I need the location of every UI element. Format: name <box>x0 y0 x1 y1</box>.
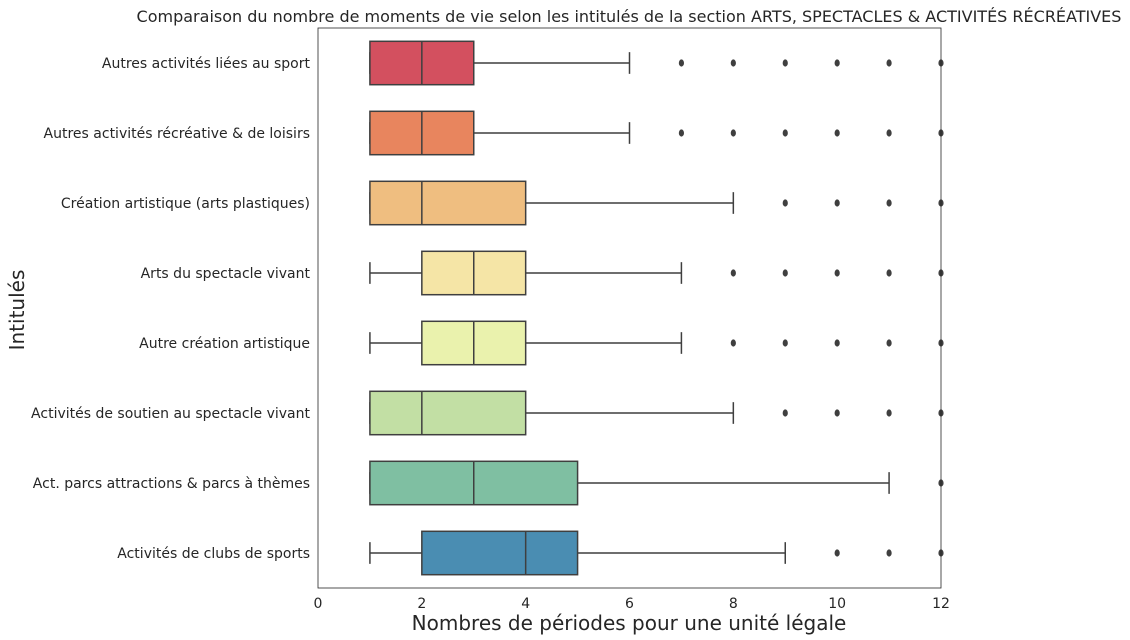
x-tick-label: 4 <box>521 596 530 612</box>
outlier-point <box>730 59 736 67</box>
outlier-point <box>886 129 892 137</box>
box-group: Act. parcs attractions & parcs à thèmes <box>33 460 944 506</box>
outlier-point <box>886 59 892 67</box>
box-group: Autres activités récréative & de loisirs <box>44 110 944 156</box>
category-label: Autre création artistique <box>139 336 310 352</box>
outlier-point <box>782 59 788 67</box>
outlier-point <box>782 339 788 347</box>
category-label: Création artistique (arts plastiques) <box>61 196 310 212</box>
chart-title: Comparaison du nombre de moments de vie … <box>137 7 1122 26</box>
box-group: Activités de clubs de sports <box>117 530 944 576</box>
outlier-point <box>782 269 788 277</box>
category-label: Autres activités liées au sport <box>102 56 311 72</box>
iqr-box <box>369 180 527 226</box>
outlier-point <box>782 199 788 207</box>
x-axis-ticks: 0 2 4 6 8 10 12 <box>314 596 950 612</box>
x-tick-label: 10 <box>828 596 846 612</box>
box-group: Autres activités liées au sport <box>102 40 944 86</box>
x-tick-label: 8 <box>729 596 738 612</box>
outlier-point <box>834 409 840 417</box>
outlier-point <box>834 59 840 67</box>
outlier-point <box>886 409 892 417</box>
outlier-point <box>886 549 892 557</box>
category-label: Autres activités récréative & de loisirs <box>44 126 310 142</box>
outlier-point <box>886 199 892 207</box>
category-label: Activités de soutien au spectacle vivant <box>31 406 310 422</box>
plot-frame <box>317 27 942 589</box>
x-tick-label: 2 <box>417 596 426 612</box>
iqr-box <box>369 390 527 436</box>
box-group: Création artistique (arts plastiques) <box>61 180 944 226</box>
outlier-point <box>886 269 892 277</box>
y-axis-title: Intitulés <box>5 270 29 351</box>
x-tick-label: 6 <box>625 596 634 612</box>
outlier-point <box>782 129 788 137</box>
outlier-point <box>782 409 788 417</box>
outlier-point <box>834 199 840 207</box>
outlier-point <box>886 339 892 347</box>
outlier-point <box>834 269 840 277</box>
outlier-point <box>730 129 736 137</box>
box-group: Activités de soutien au spectacle vivant <box>31 390 944 436</box>
x-axis-title: Nombres de périodes pour une unité légal… <box>412 611 847 635</box>
outlier-point <box>730 339 736 347</box>
category-label: Act. parcs attractions & parcs à thèmes <box>33 476 310 492</box>
outlier-point <box>730 269 736 277</box>
category-label: Activités de clubs de sports <box>117 546 310 562</box>
outlier-point <box>834 339 840 347</box>
category-label: Arts du spectacle vivant <box>141 266 311 282</box>
box-plot-area: Autres activités liées au sport Autres ac… <box>31 40 944 576</box>
box-group: Autre création artistique <box>139 320 944 366</box>
outlier-point <box>678 59 685 67</box>
x-tick-label: 12 <box>932 596 950 612</box>
box-group: Arts du spectacle vivant <box>141 250 944 296</box>
outlier-point <box>678 129 685 137</box>
outlier-point <box>834 549 840 557</box>
outlier-point <box>834 129 840 137</box>
x-tick-label: 0 <box>314 596 323 612</box>
iqr-box <box>421 530 579 576</box>
